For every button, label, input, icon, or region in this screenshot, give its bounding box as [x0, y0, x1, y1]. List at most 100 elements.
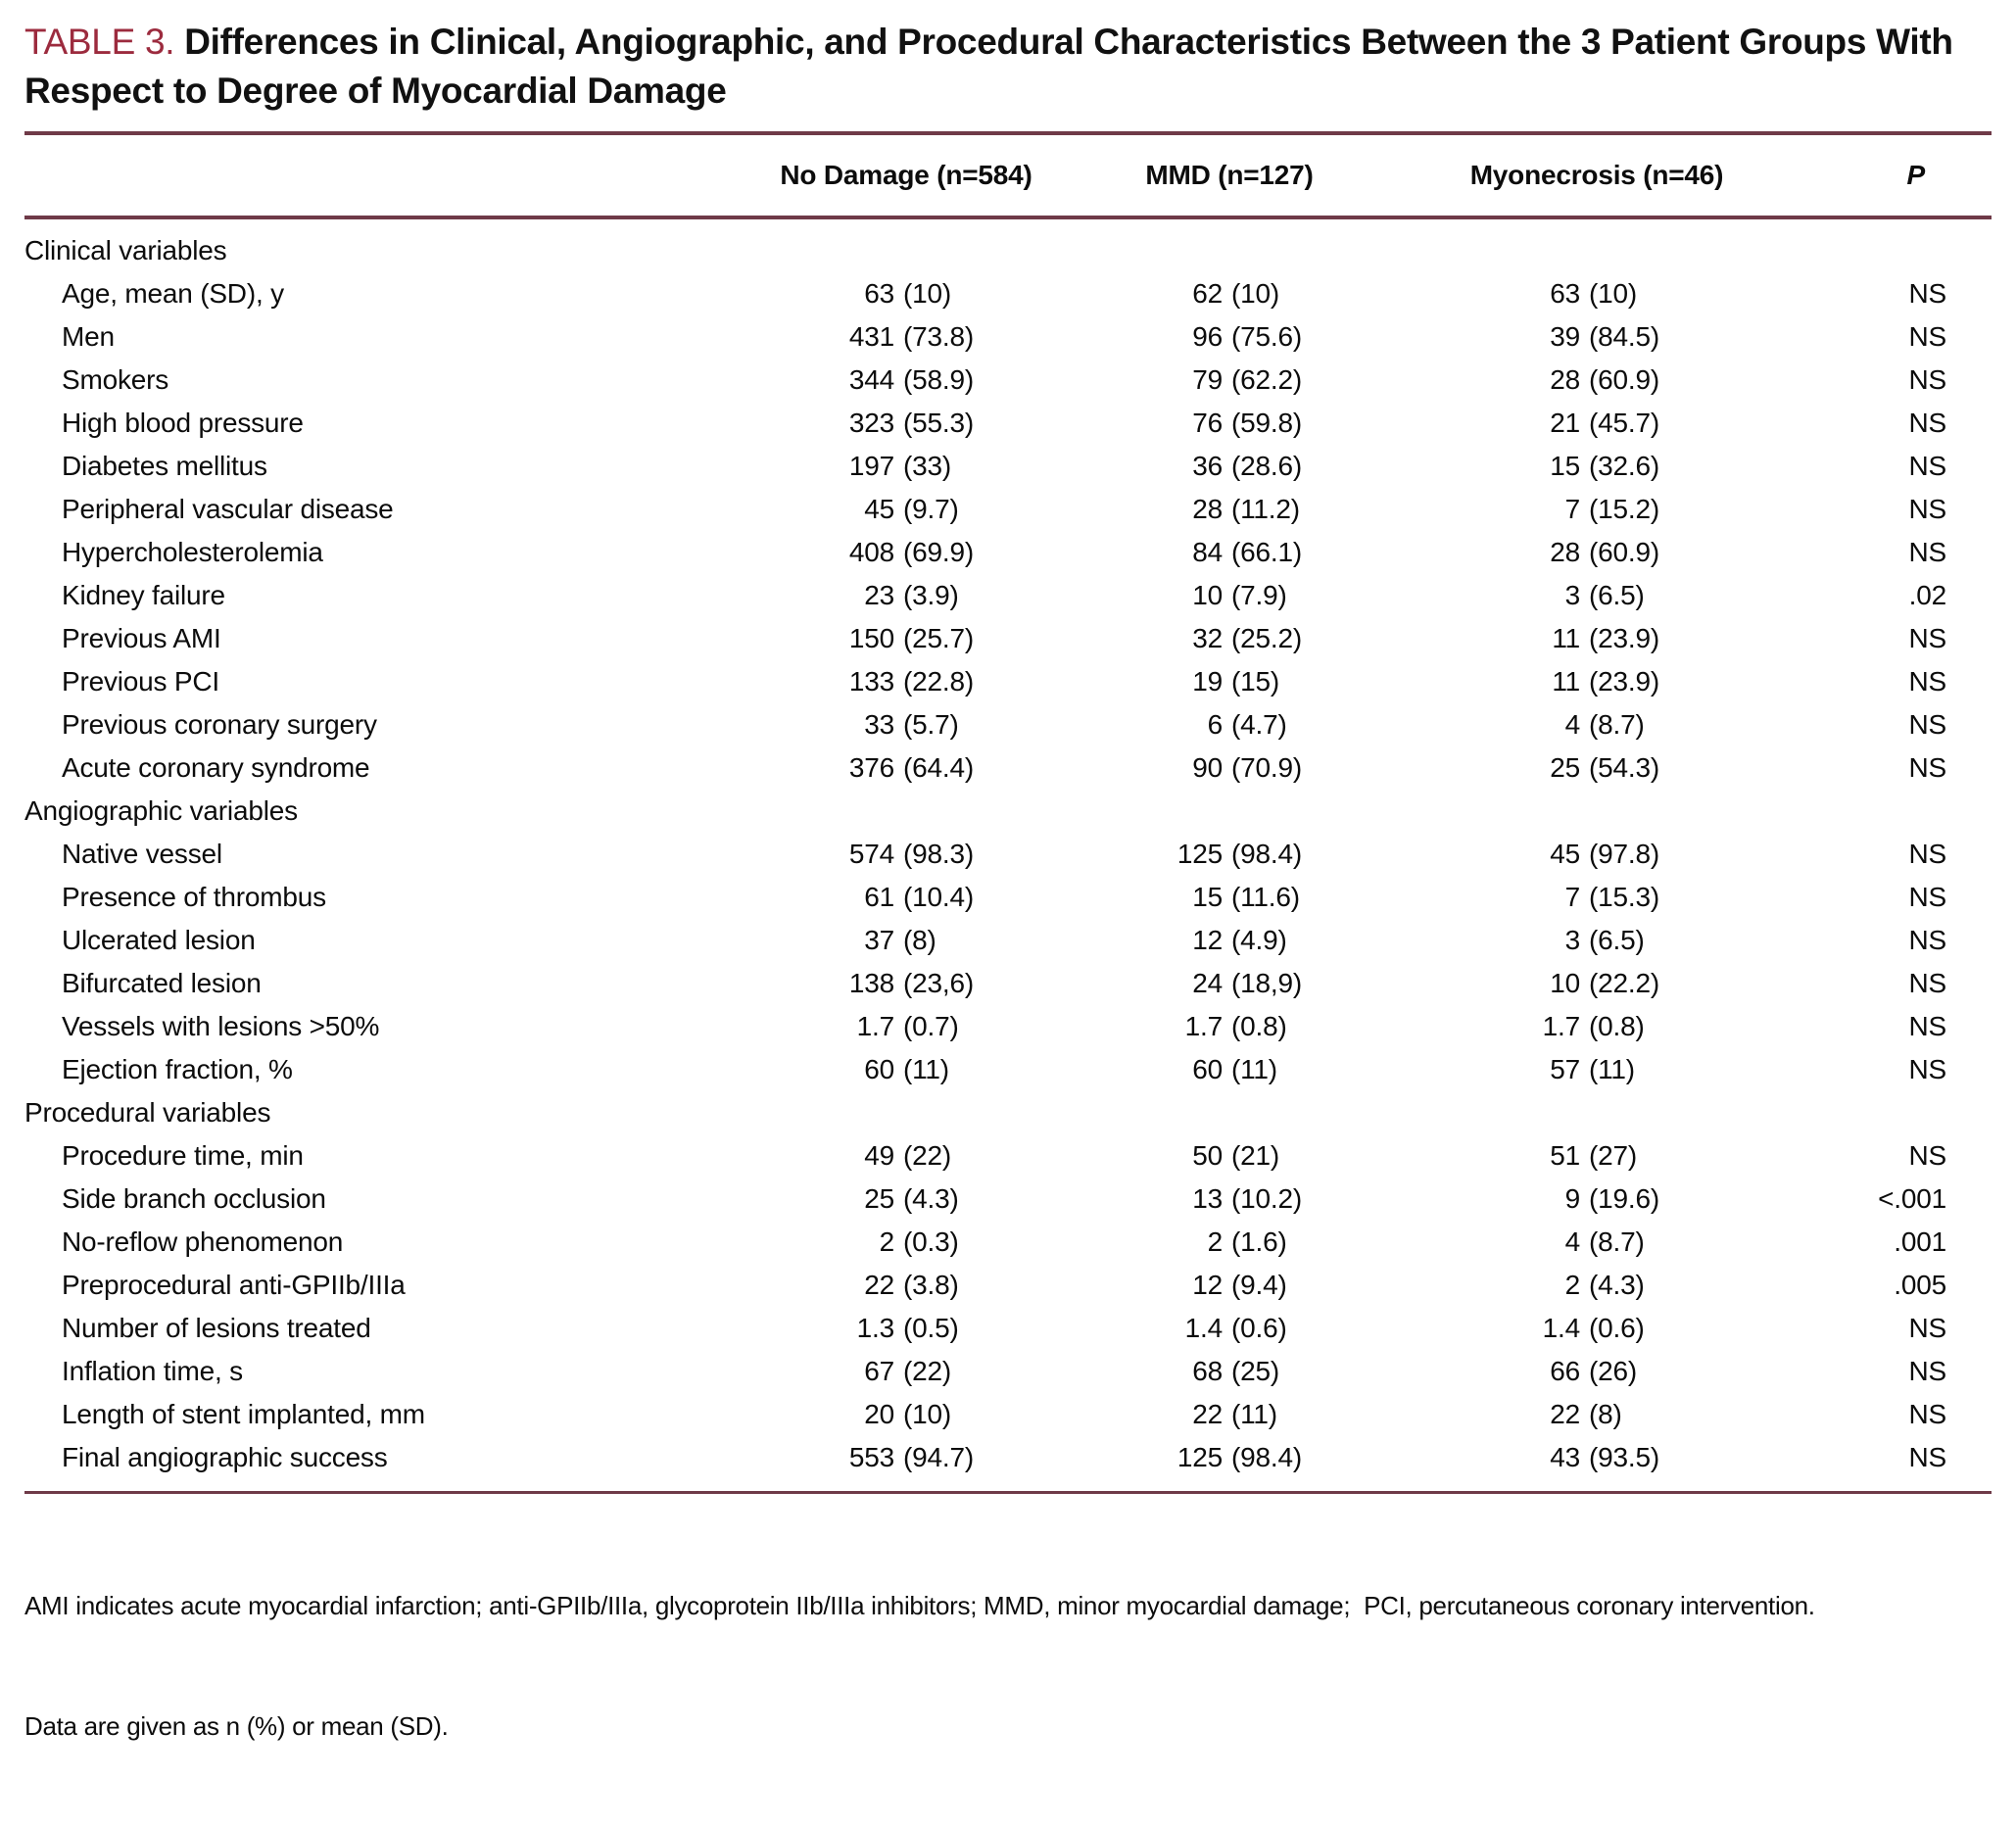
value-cell: 2 (1.6): [1043, 1221, 1416, 1264]
bottom-rule: [24, 1491, 1992, 1494]
value-percent: (8.7): [1589, 1226, 1645, 1257]
value-cell: 553 (94.7): [769, 1436, 1043, 1479]
value-count: 197: [848, 451, 894, 481]
section-row: Procedural variables: [24, 1091, 1992, 1134]
value-cell: 4 (8.7): [1416, 1221, 1778, 1264]
value-cell: 84 (66.1): [1043, 531, 1416, 574]
table-number: TABLE 3.: [24, 22, 175, 62]
p-value-cell: NS: [1908, 537, 1947, 567]
value-percent: (66.1): [1231, 537, 1302, 567]
row-label: Smokers: [62, 364, 169, 395]
value-count: 1.7: [1542, 1011, 1581, 1041]
value-count: 1.4: [1184, 1313, 1224, 1343]
value-cell: 1.7 (0.8): [1043, 1005, 1416, 1048]
value-percent: (55.3): [903, 408, 974, 438]
value-count: 63: [864, 278, 894, 309]
value-percent: (8): [1589, 1399, 1622, 1429]
value-cell: 1.4 (0.6): [1416, 1307, 1778, 1350]
value-count: 23: [864, 580, 894, 610]
value-cell: 4 (8.7): [1416, 703, 1778, 746]
value-count: 125: [1176, 839, 1223, 869]
table-row: Presence of thrombus 61 (10.4) 15 (11.6) 7 (15…: [24, 876, 1992, 919]
table-title: TABLE 3. Differences in Clinical, Angiogr…: [24, 18, 1992, 116]
row-label: Acute coronary syndrome: [62, 752, 370, 783]
value-percent: (18,9): [1231, 968, 1302, 998]
value-percent: (73.8): [903, 321, 974, 352]
value-count: 10: [1192, 580, 1223, 610]
row-label: Men: [62, 321, 115, 352]
value-cell: 344 (58.9): [769, 359, 1043, 402]
value-cell: 2 (0.3): [769, 1221, 1043, 1264]
table-row: Ulcerated lesion 37 (8) 12 (4.9) 3 (6.5) NS: [24, 919, 1992, 962]
row-label: Presence of thrombus: [62, 882, 326, 912]
table-body: Clinical variables Age, mean (SD), y 63 (10…: [24, 219, 1992, 1491]
table-footnotes: AMI indicates acute myocardial infarctio…: [24, 1506, 1992, 1827]
value-count: 20: [864, 1399, 894, 1429]
value-percent: (5.7): [903, 709, 959, 740]
value-cell: 3 (6.5): [1416, 574, 1778, 617]
value-count: 553: [848, 1442, 894, 1472]
value-count: 15: [1550, 451, 1580, 481]
value-cell: 96 (75.6): [1043, 315, 1416, 359]
value-percent: (58.9): [903, 364, 974, 395]
row-label: Final angiographic success: [62, 1442, 388, 1472]
p-value-cell: NS: [1908, 278, 1947, 309]
row-label: Side branch occlusion: [62, 1183, 326, 1214]
value-count: 45: [1550, 839, 1580, 869]
value-count: 28: [1192, 494, 1223, 524]
value-cell: 60 (11): [1043, 1048, 1416, 1091]
value-count: 11: [1552, 623, 1580, 653]
p-value-cell: NS: [1908, 321, 1947, 352]
value-percent: (33): [903, 451, 951, 481]
value-count: 25: [864, 1183, 894, 1214]
value-percent: (7.9): [1231, 580, 1287, 610]
value-count: 3: [1564, 925, 1581, 955]
row-label: Kidney failure: [62, 580, 225, 610]
value-cell: 67 (22): [769, 1350, 1043, 1393]
row-label: Length of stent implanted, mm: [62, 1399, 425, 1429]
table-row: Native vessel 574 (98.3) 125 (98.4) 45 (97.8) N…: [24, 833, 1992, 876]
value-count: 1.7: [856, 1011, 895, 1041]
section-row: Clinical variables: [24, 229, 1992, 272]
value-percent: (98.4): [1231, 1442, 1302, 1472]
value-percent: (60.9): [1589, 537, 1659, 567]
value-count: 150: [848, 623, 894, 653]
value-count: 33: [864, 709, 894, 740]
p-value-cell: NS: [1908, 494, 1947, 524]
p-value-cell: NS: [1908, 882, 1947, 912]
value-count: 4: [1564, 1226, 1581, 1257]
p-value-cell: NS: [1908, 1054, 1947, 1084]
value-cell: 19 (15): [1043, 660, 1416, 703]
table-row: Age, mean (SD), y 63 (10) 62 (10) 63 (10) NS: [24, 272, 1992, 315]
value-cell: 25 (4.3): [769, 1178, 1043, 1221]
value-percent: (10): [903, 1399, 951, 1429]
value-cell: 1.4 (0.6): [1043, 1307, 1416, 1350]
value-cell: 323 (55.3): [769, 402, 1043, 445]
row-label: Inflation time, s: [62, 1356, 243, 1386]
value-percent: (9.4): [1231, 1270, 1287, 1300]
value-percent: (22.8): [903, 666, 974, 697]
value-cell: 6 (4.7): [1043, 703, 1416, 746]
value-percent: (25.7): [903, 623, 974, 653]
section-row: Angiographic variables: [24, 790, 1992, 833]
value-cell: 3 (6.5): [1416, 919, 1778, 962]
value-count: 138: [848, 968, 894, 998]
value-count: 22: [1192, 1399, 1223, 1429]
value-cell: 197 (33): [769, 445, 1043, 488]
row-label: Age, mean (SD), y: [62, 278, 284, 309]
value-cell: 1.3 (0.5): [769, 1307, 1043, 1350]
value-cell: 43 (93.5): [1416, 1436, 1778, 1479]
value-cell: 7 (15.3): [1416, 876, 1778, 919]
value-count: 1.7: [1184, 1011, 1224, 1041]
value-percent: (6.5): [1589, 580, 1645, 610]
value-count: 67: [864, 1356, 894, 1386]
table-row: Diabetes mellitus 197 (33) 36 (28.6) 15 (32.6)…: [24, 445, 1992, 488]
value-cell: 1.7 (0.7): [769, 1005, 1043, 1048]
value-cell: 39 (84.5): [1416, 315, 1778, 359]
value-count: 61: [864, 882, 894, 912]
p-value-cell: .02: [1908, 580, 1947, 610]
value-percent: (10.2): [1231, 1183, 1302, 1214]
value-cell: 125 (98.4): [1043, 833, 1416, 876]
table-row: Ejection fraction, % 60 (11) 60 (11) 57 (11) NS: [24, 1048, 1992, 1091]
value-percent: (25): [1231, 1356, 1279, 1386]
